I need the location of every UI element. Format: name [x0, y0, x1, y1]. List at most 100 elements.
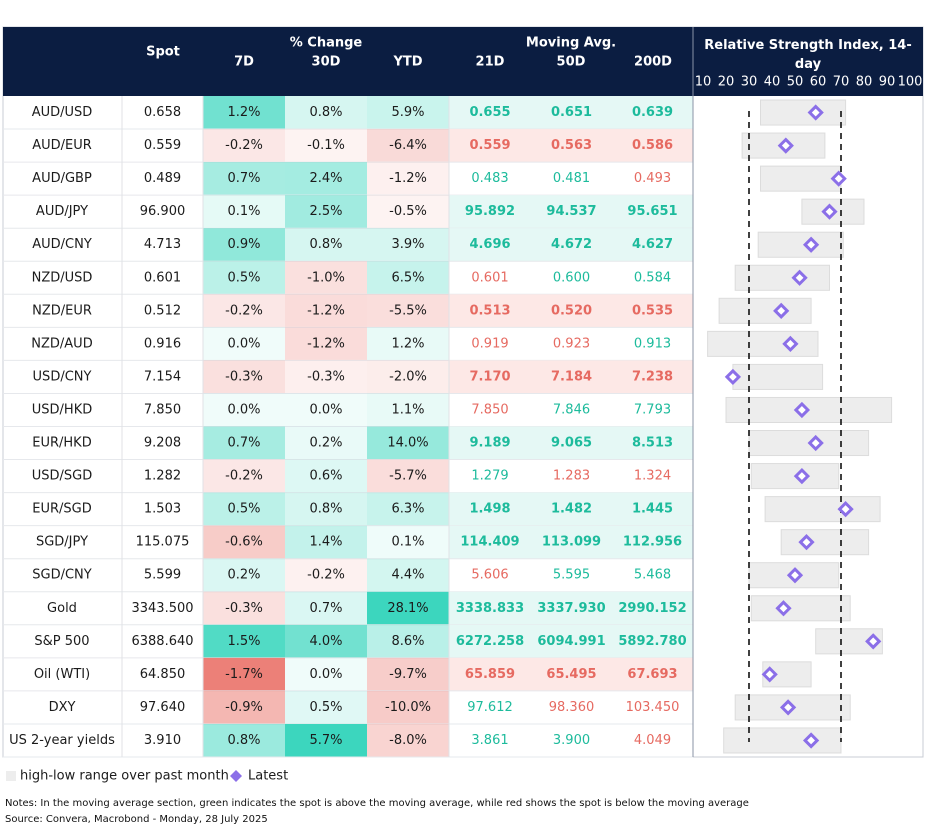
rsi-tick-label: 100 [898, 75, 923, 90]
cell-ma21: 0.513 [469, 303, 510, 318]
notes: Notes: In the moving average section, gr… [5, 798, 749, 809]
heat-cell [367, 261, 449, 295]
heat-cell [367, 327, 449, 361]
cell-ma50: 0.481 [553, 171, 590, 186]
heat-cell [203, 624, 285, 658]
cell-d7: 0.1% [227, 204, 260, 219]
row-name: AUD/JPY [36, 204, 88, 219]
row-name: SGD/JPY [36, 535, 88, 550]
heat-cell [285, 294, 367, 328]
legend-label: high-low range over past month [20, 769, 229, 784]
cell-d30: 5.7% [309, 733, 342, 748]
header-col: 7D [234, 55, 254, 70]
cell-d7: 0.5% [227, 502, 260, 517]
cell-spot: 9.208 [144, 436, 181, 451]
cell-ytd: -9.7% [389, 667, 427, 682]
heat-cell [367, 657, 449, 691]
cell-ma21: 65.859 [465, 667, 515, 682]
heat-cell [285, 195, 367, 229]
cell-ma200: 0.493 [634, 171, 671, 186]
heat-cell [367, 723, 449, 757]
cell-d7: -0.2% [225, 138, 263, 153]
heat-cell [203, 591, 285, 625]
cell-d7: -1.7% [225, 667, 263, 682]
cell-ma50: 6094.991 [537, 634, 605, 649]
cell-d30: -1.0% [307, 270, 345, 285]
cell-d30: 2.5% [309, 204, 342, 219]
rsi-range [764, 496, 881, 523]
cell-spot: 7.850 [144, 402, 181, 417]
cell-d7: 1.5% [227, 634, 260, 649]
cell-ma21: 3338.833 [456, 601, 524, 616]
rsi-tick-label: 50 [787, 75, 804, 90]
row-name: EUR/SGD [32, 502, 91, 517]
cell-ytd: 3.9% [391, 237, 424, 252]
rsi-latest [793, 401, 811, 419]
heat-cell [367, 690, 449, 724]
cell-ytd: -8.0% [389, 733, 427, 748]
cell-ma21: 7.850 [471, 402, 508, 417]
rsi-range [760, 165, 842, 192]
rsi-latest [779, 699, 797, 716]
ma-highlight [449, 657, 693, 691]
cell-spot: 0.559 [144, 138, 181, 153]
cell-d30: 1.4% [309, 535, 342, 550]
rsi-range [748, 430, 870, 457]
cell-ma50: 3.900 [553, 733, 590, 748]
cell-spot: 3343.500 [131, 601, 193, 616]
rsi-latest [793, 467, 811, 485]
cell-ma21: 0.483 [471, 171, 508, 186]
cell-ma200: 1.445 [632, 502, 673, 517]
heat-cell [203, 96, 285, 130]
heat-cell [367, 624, 449, 658]
cell-ma50: 9.065 [551, 436, 592, 451]
heat-cell [203, 657, 285, 691]
ma-highlight [449, 96, 693, 130]
header-band [3, 27, 923, 96]
cell-ma21: 0.919 [471, 336, 508, 351]
row-name: AUD/EUR [32, 138, 92, 153]
cell-d30: -0.3% [307, 369, 345, 384]
cell-d30: 0.6% [309, 469, 342, 484]
heat-cell [285, 261, 367, 295]
header-col: 200D [634, 55, 672, 70]
cell-d7: 0.9% [227, 237, 260, 252]
rsi-range [760, 99, 847, 126]
heat-cell [203, 228, 285, 262]
cell-ma21: 9.189 [469, 436, 510, 451]
header-col: YTD [392, 55, 422, 70]
cell-d30: 0.2% [309, 436, 342, 451]
header-col: 21D [476, 55, 505, 70]
heat-cell [203, 261, 285, 295]
heat-cell [203, 294, 285, 328]
cell-ma200: 8.513 [632, 436, 673, 451]
cell-d7: 0.0% [227, 336, 260, 351]
heat-cell [367, 360, 449, 394]
heat-cell [285, 690, 367, 724]
heat-cell [285, 723, 367, 757]
heat-cell [367, 558, 449, 592]
cell-ytd: -6.4% [389, 138, 427, 153]
cell-d7: 0.2% [227, 568, 260, 583]
ma-highlight [449, 525, 693, 559]
rsi-latest [807, 434, 824, 452]
cell-ma50: 1.482 [551, 502, 592, 517]
cell-ma200: 5892.780 [618, 634, 686, 649]
cell-ma200: 7.793 [634, 402, 671, 417]
cell-ma50: 0.520 [551, 303, 592, 318]
cell-spot: 1.503 [144, 502, 181, 517]
heat-cell [203, 525, 285, 559]
ma-highlight [449, 360, 693, 394]
cell-ma50: 7.184 [551, 369, 592, 384]
cell-ma50: 65.495 [546, 667, 596, 682]
rsi-tick-label: 70 [833, 75, 850, 90]
cell-spot: 0.512 [144, 303, 181, 318]
row-name: NZD/AUD [31, 336, 92, 351]
cell-spot: 5.599 [144, 568, 181, 583]
cell-d30: 0.8% [309, 237, 342, 252]
rsi-latest [802, 236, 820, 253]
cell-ma200: 103.450 [626, 700, 680, 715]
heat-cell [285, 624, 367, 658]
cell-ytd: 28.1% [387, 601, 428, 616]
